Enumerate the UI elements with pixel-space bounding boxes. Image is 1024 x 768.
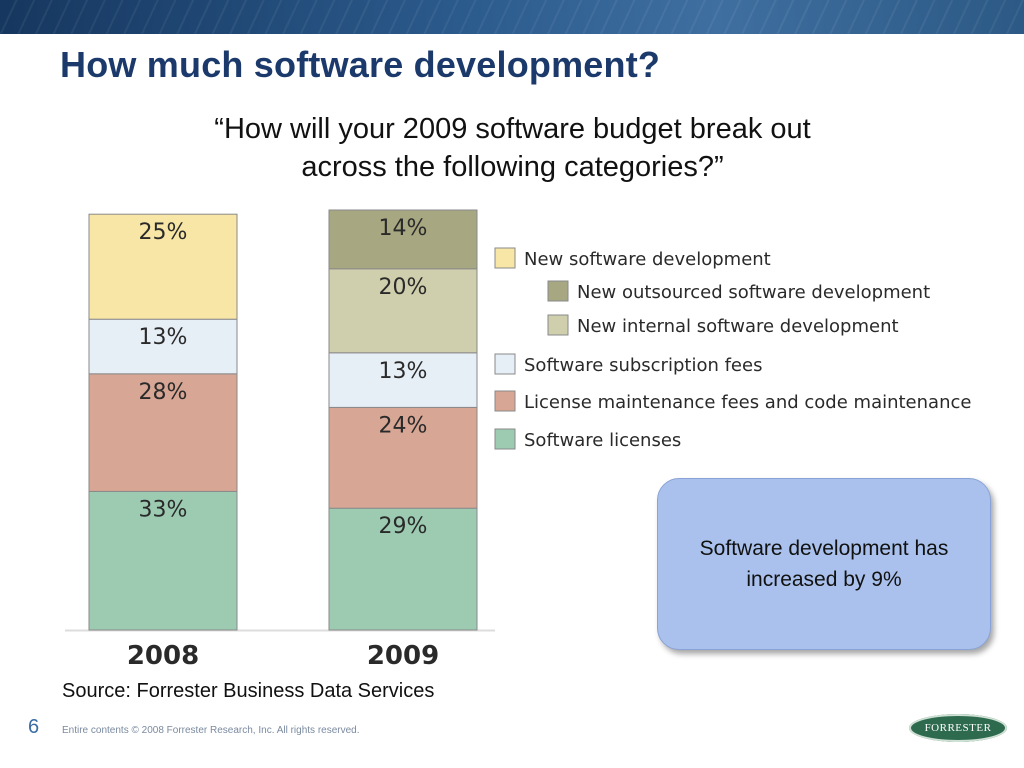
bar-segment-2009-new-internal-software-development (328, 268, 478, 354)
callout-line-2: increased by 9% (746, 568, 902, 591)
legend-swatch-new-software-development (494, 247, 516, 269)
legend-label-software-subscription-fees: Software subscription fees (524, 355, 762, 376)
bar-segment-2008-license-maintenance-fees-and-code-maintenance (88, 373, 238, 492)
data-label-2009-new-internal-software-development: 20% (379, 275, 428, 300)
data-label-2009-software-subscription-fees: 13% (379, 359, 428, 384)
legend-swatch-license-maintenance-fees-and-code-maintenance (494, 390, 516, 412)
survey-question-line-2: across the following categories?” (301, 151, 724, 183)
forrester-logo-text: FORRESTER (924, 722, 992, 734)
callout-line-1: Software development has (699, 537, 949, 560)
legend-swatch-software-subscription-fees (494, 353, 516, 375)
survey-question-line-1: “How will your 2009 software budget brea… (214, 113, 811, 145)
data-label-2008-license-maintenance-fees-and-code-maintenance: 28% (139, 380, 188, 405)
legend-swatch-new-internal-software-development (547, 314, 569, 336)
legend-label-new-internal-software-development: New internal software development (577, 316, 899, 337)
forrester-logo: FORRESTER (909, 714, 1007, 742)
data-label-2008-software-licenses: 33% (139, 497, 188, 522)
data-label-2008-software-subscription-fees: 13% (139, 325, 188, 350)
data-label-2009-license-maintenance-fees-and-code-maintenance: 24% (379, 413, 428, 438)
legend-swatch-new-outsourced-software-development (547, 280, 569, 302)
bar-segment-2009-license-maintenance-fees-and-code-maintenance (328, 406, 478, 509)
legend-label-license-maintenance-fees-and-code-maintenance: License maintenance fees and code mainte… (524, 392, 971, 413)
callout-box: Software development has increased by 9% (657, 478, 991, 650)
data-label-2009-new-outsourced-software-development: 14% (379, 216, 428, 241)
source-note: Source: Forrester Business Data Services (62, 680, 435, 702)
x-tick-label-2008: 2008 (127, 641, 199, 671)
bar-segment-2008-new-software-development (88, 213, 238, 320)
page-number: 6 (28, 716, 40, 738)
bar-segment-2009-software-licenses (328, 507, 478, 631)
bar-segment-2009-new-outsourced-software-development (328, 209, 478, 270)
header-band (0, 0, 1024, 34)
survey-question: “How will your 2009 software budget brea… (140, 110, 885, 186)
data-label-2008-new-software-development: 25% (139, 220, 188, 245)
legend-label-new-software-development: New software development (524, 249, 771, 270)
bar-segment-2008-software-subscription-fees (88, 318, 238, 375)
copyright-notice: Entire contents © 2008 Forrester Researc… (62, 725, 360, 736)
x-tick-label-2009: 2009 (367, 641, 439, 671)
legend-label-software-licenses: Software licenses (524, 430, 681, 451)
slide-title: How much software development? (60, 44, 661, 85)
data-label-2009-software-licenses: 29% (379, 514, 428, 539)
legend-swatch-software-licenses (494, 428, 516, 450)
legend-label-new-outsourced-software-development: New outsourced software development (577, 282, 930, 303)
bar-segment-2008-software-licenses (88, 490, 238, 631)
